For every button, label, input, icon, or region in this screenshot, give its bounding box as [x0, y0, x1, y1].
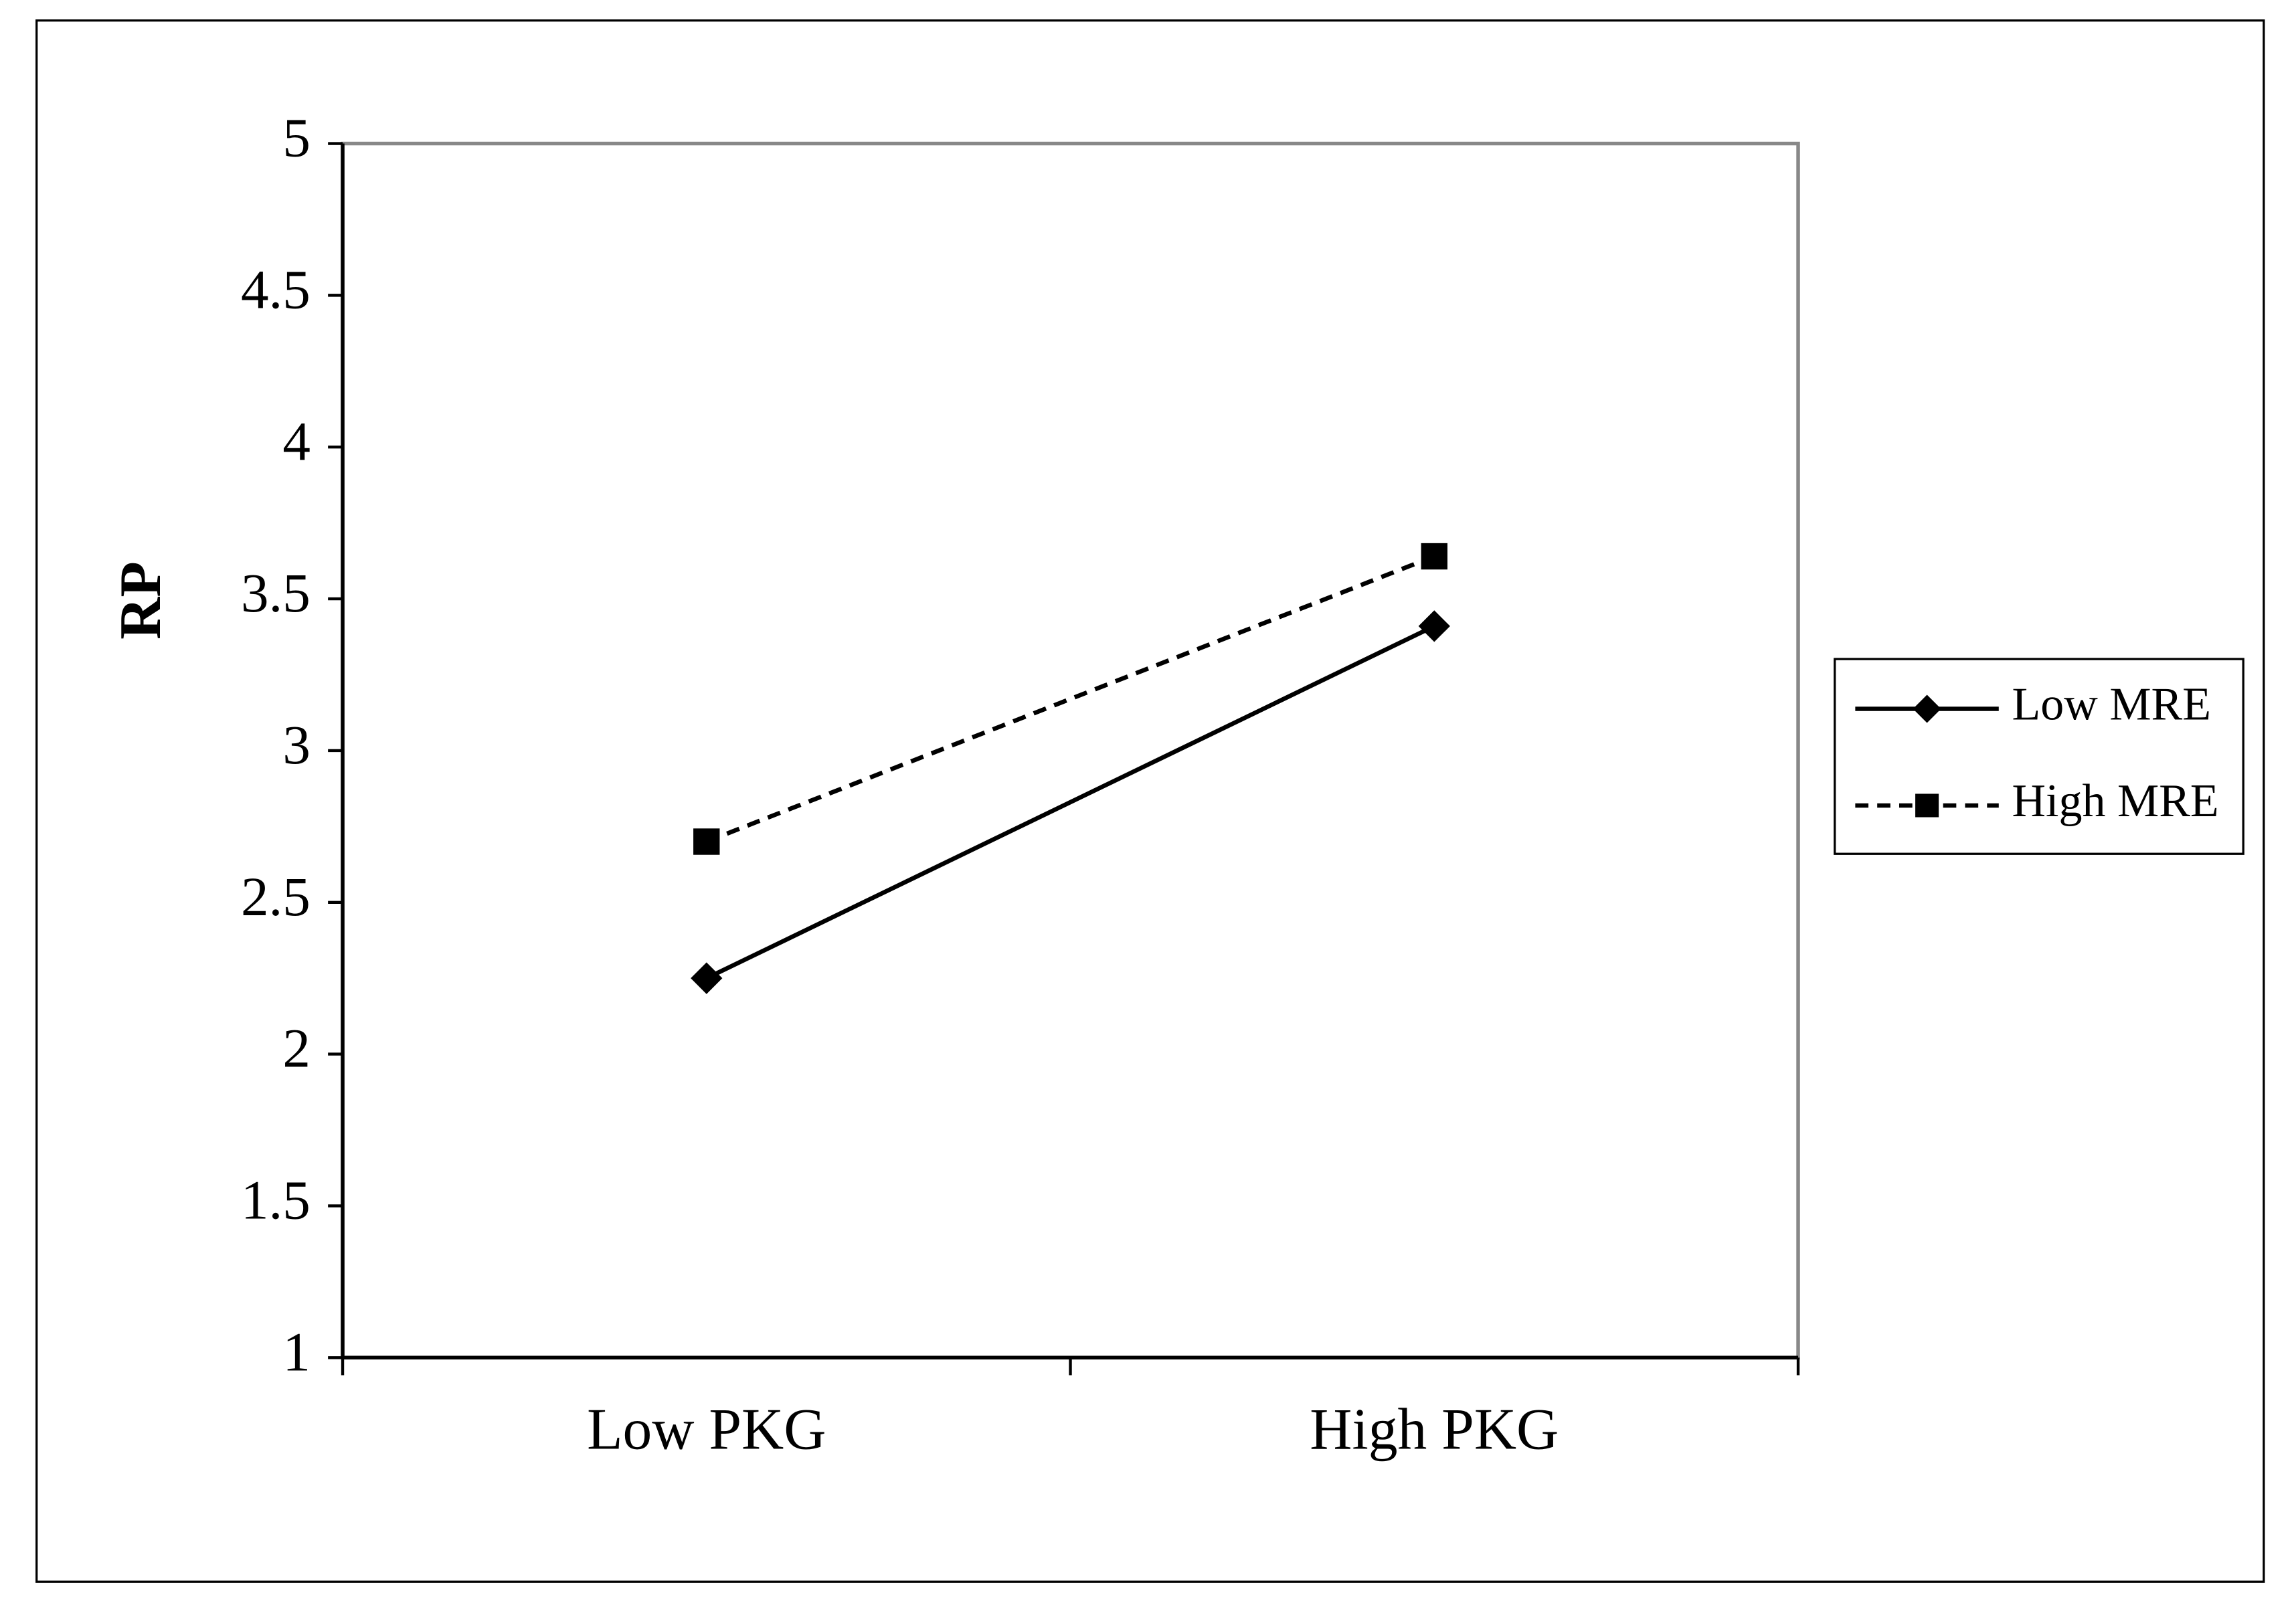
- marker: [1421, 543, 1447, 570]
- y-tick-label: 4: [282, 410, 311, 472]
- x-tick-label: High PKG: [1310, 1396, 1559, 1461]
- legend-label: High MRE: [2012, 775, 2219, 827]
- marker: [691, 962, 723, 994]
- y-tick-label: 3.5: [241, 562, 311, 624]
- y-axis-label: RP: [108, 561, 173, 640]
- marker: [1915, 793, 1939, 818]
- y-tick-label: 2: [282, 1018, 311, 1079]
- y-tick-label: 1: [282, 1321, 311, 1382]
- y-tick-label: 4.5: [241, 258, 311, 320]
- series-line: [705, 624, 1435, 981]
- marker: [693, 828, 720, 855]
- y-tick-label: 3: [282, 714, 311, 775]
- legend-box: [1834, 658, 2244, 855]
- x-tick-label: Low PKG: [587, 1396, 826, 1461]
- y-tick-label: 1.5: [241, 1169, 311, 1231]
- y-tick-label: 2.5: [241, 866, 311, 927]
- y-tick-label: 5: [282, 107, 311, 169]
- marker: [1913, 694, 1941, 723]
- legend-label: Low MRE: [2012, 679, 2212, 731]
- marker: [1418, 610, 1450, 642]
